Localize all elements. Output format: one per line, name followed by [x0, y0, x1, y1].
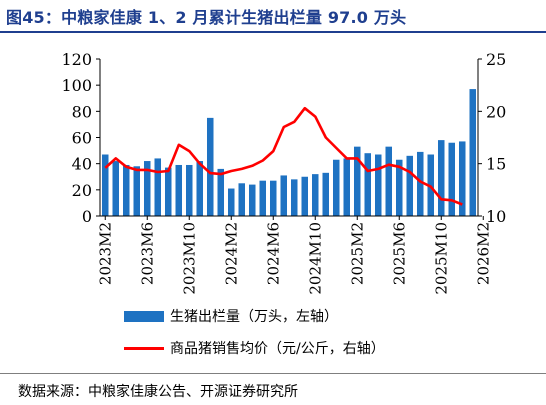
bar-2024M4: [238, 183, 246, 216]
bar-2024M12: [322, 172, 330, 216]
title-divider: [0, 31, 546, 33]
left-tick-label: 20: [72, 181, 92, 200]
bar-2024M6: [259, 180, 267, 216]
bar-2026M2: [458, 141, 466, 216]
bar-2025M11: [437, 140, 445, 216]
right-tick-label: 15: [486, 155, 506, 174]
right-tick-label: 25: [486, 50, 506, 69]
legend-bar-label: 生猪出栏量（万头，左轴）: [170, 309, 338, 325]
axes-layer: 0 20 40 60 80 100 120 10 15 20 25 2023M2 2023M6 2023M…: [61, 50, 506, 295]
bar-2023M12: [206, 117, 214, 216]
bar-undefined: [469, 89, 477, 216]
source-note: 数据来源：中粮家佳康公告、开源证券研究所: [18, 384, 298, 400]
bar-2023M11: [196, 161, 204, 216]
legend-item-bar: 生猪出栏量（万头，左轴）: [124, 306, 338, 326]
bar-2023M7: [154, 158, 162, 216]
legend-line-swatch: [124, 346, 164, 350]
bar-2025M8: [406, 155, 414, 216]
bar-2024M1-2: [217, 168, 225, 216]
x-tick-label: 2023M6: [138, 222, 156, 285]
right-tick-label: 10: [486, 207, 506, 226]
x-tick-label: 2025M6: [390, 222, 408, 285]
x-tick-label: 2023M2: [96, 222, 114, 285]
legend-line-label: 商品猪销售均价（元/公斤，右轴）: [170, 341, 385, 357]
right-tick-label: 20: [486, 102, 506, 121]
bar-2025M9: [416, 151, 424, 216]
bar-2024M7: [269, 180, 277, 216]
bar-2024M5: [248, 184, 256, 216]
bar-2023M4: [122, 164, 130, 216]
left-tick-label: 60: [72, 129, 92, 148]
left-tick-label: 120: [61, 50, 92, 69]
line-layer: [104, 106, 463, 206]
bars-layer: [101, 89, 477, 216]
bar-2023M8: [164, 167, 172, 216]
bar-2025M2: [343, 158, 351, 216]
x-tick-label: 2024M10: [306, 222, 324, 295]
bar-2025M1: [332, 159, 340, 216]
x-tick-label: 2024M2: [222, 222, 240, 285]
x-tick-label: 2023M10: [180, 222, 198, 295]
bar-2023M9: [175, 164, 183, 216]
bar-2024M10: [301, 176, 309, 216]
x-tick-label: 2025M10: [432, 222, 450, 295]
footer-divider: [0, 373, 546, 374]
bar-2023M2: [101, 154, 109, 216]
combo-chart: 0 20 40 60 80 100 120 10 15 20 25 2023M2 2023M6 2023M…: [61, 50, 506, 295]
legend-bar-swatch: [124, 310, 164, 322]
x-tick-label: 2026M2: [474, 222, 492, 285]
x-tick-label: 2024M6: [264, 222, 282, 285]
bar-2024M11: [311, 174, 319, 216]
bar-2023M5: [133, 166, 141, 216]
left-tick-label: 40: [72, 155, 92, 174]
bar-2025M3: [353, 146, 361, 216]
chart-title: 图45：中粮家佳康 1、2 月累计生猪出栏量 97.0 万头: [6, 8, 407, 27]
legend-item-line: 商品猪销售均价（元/公斤，右轴）: [124, 338, 385, 358]
bar-2024M3: [227, 188, 235, 216]
left-tick-label: 0: [82, 207, 92, 226]
bar-2025M7: [395, 159, 403, 216]
bar-2025M12: [448, 142, 456, 216]
bar-2024M9: [290, 179, 298, 216]
bar-2024M8: [280, 175, 288, 216]
bar-2023M10: [185, 164, 193, 216]
bar-2023M6: [143, 161, 151, 216]
price-line: [104, 106, 463, 206]
bar-2023M3: [112, 161, 120, 216]
left-tick-label: 80: [72, 102, 92, 121]
bar-2025M6: [385, 146, 393, 216]
bar-2025M5: [374, 154, 382, 216]
x-tick-label: 2025M2: [348, 222, 366, 285]
left-tick-label: 100: [61, 76, 92, 95]
bar-2025M4: [364, 153, 372, 216]
